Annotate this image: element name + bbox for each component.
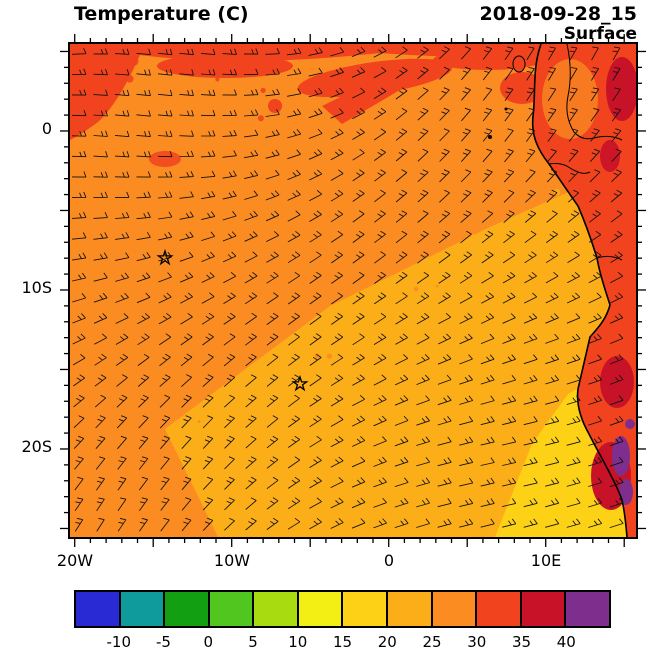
x-axis-label-0: 0 [383,551,395,570]
star-marker-2 [291,374,309,392]
colorbar-tick-label: 30 [467,633,487,651]
warm-patch [157,54,293,78]
colorbar-tick-label: 10 [288,633,308,651]
level-label: Surface [563,24,637,44]
colorbar-cell [564,590,611,628]
warm-patch [268,99,282,113]
valid-datetime: 2018-09-28_15 [479,3,637,25]
x-axis-label-10w: 10W [213,551,251,570]
colorbar-tick-label: 35 [511,633,532,651]
hottest-spot [619,479,633,505]
colorbar-cell [475,590,522,628]
warm-patch [500,72,544,104]
x-axis-label-20w: 20W [56,551,94,570]
colorbar-cell [74,590,121,628]
map-frame [68,42,638,539]
y-axis-label-20s: 20S [21,437,52,456]
colorbar-labels: -10 -5 0 5 10 15 20 25 30 35 40 [74,633,611,653]
colorbar-cell [118,590,166,628]
country-border [548,163,591,174]
colorbar-tick-label: 40 [556,633,576,651]
temp-region-20-25 [165,162,636,537]
colorbar-cell [296,590,344,628]
colorbar-tick-label: 15 [332,633,353,651]
land-warm-mix [542,59,598,139]
colorbar-cell [386,590,433,628]
star-marker-1 [156,248,174,266]
colorbar-tick-label: 25 [422,633,442,651]
colorbar-cell [207,590,255,628]
hottest-spot [612,436,630,476]
map-plot [70,44,636,537]
colorbar-cell [163,590,210,628]
country-border [596,255,623,261]
hot-spot [600,140,620,172]
colorbar-cell [252,590,299,628]
colorbar-tick-label: 5 [248,633,258,651]
warm-patch [149,151,181,167]
colorbar-tick-label: 20 [377,633,397,651]
colorbar-cell [519,590,567,628]
warm-patch [297,58,453,98]
coastline [531,44,628,537]
colorbar-cell [430,590,478,628]
page-title: Temperature (C) [74,3,249,25]
wind-barbs-overlay [71,46,624,532]
colorbar-tick-label: 0 [203,633,214,651]
hot-spot [606,57,636,121]
colorbar-tick-label: -10 [106,633,132,651]
colorbar-cell [341,590,389,628]
warm-streak [322,68,422,124]
island-bioko [512,55,526,73]
island-dot [504,107,508,111]
colorbar-tick-label: -5 [156,633,171,651]
island-dot [488,135,492,139]
x-axis-label-10e: 10E [530,551,562,570]
y-axis-label-10s: 10S [21,278,52,297]
y-axis-label-eq: 0 [41,119,52,138]
hottest-spot [625,419,635,429]
country-border [566,44,623,141]
colorbar [74,590,611,628]
